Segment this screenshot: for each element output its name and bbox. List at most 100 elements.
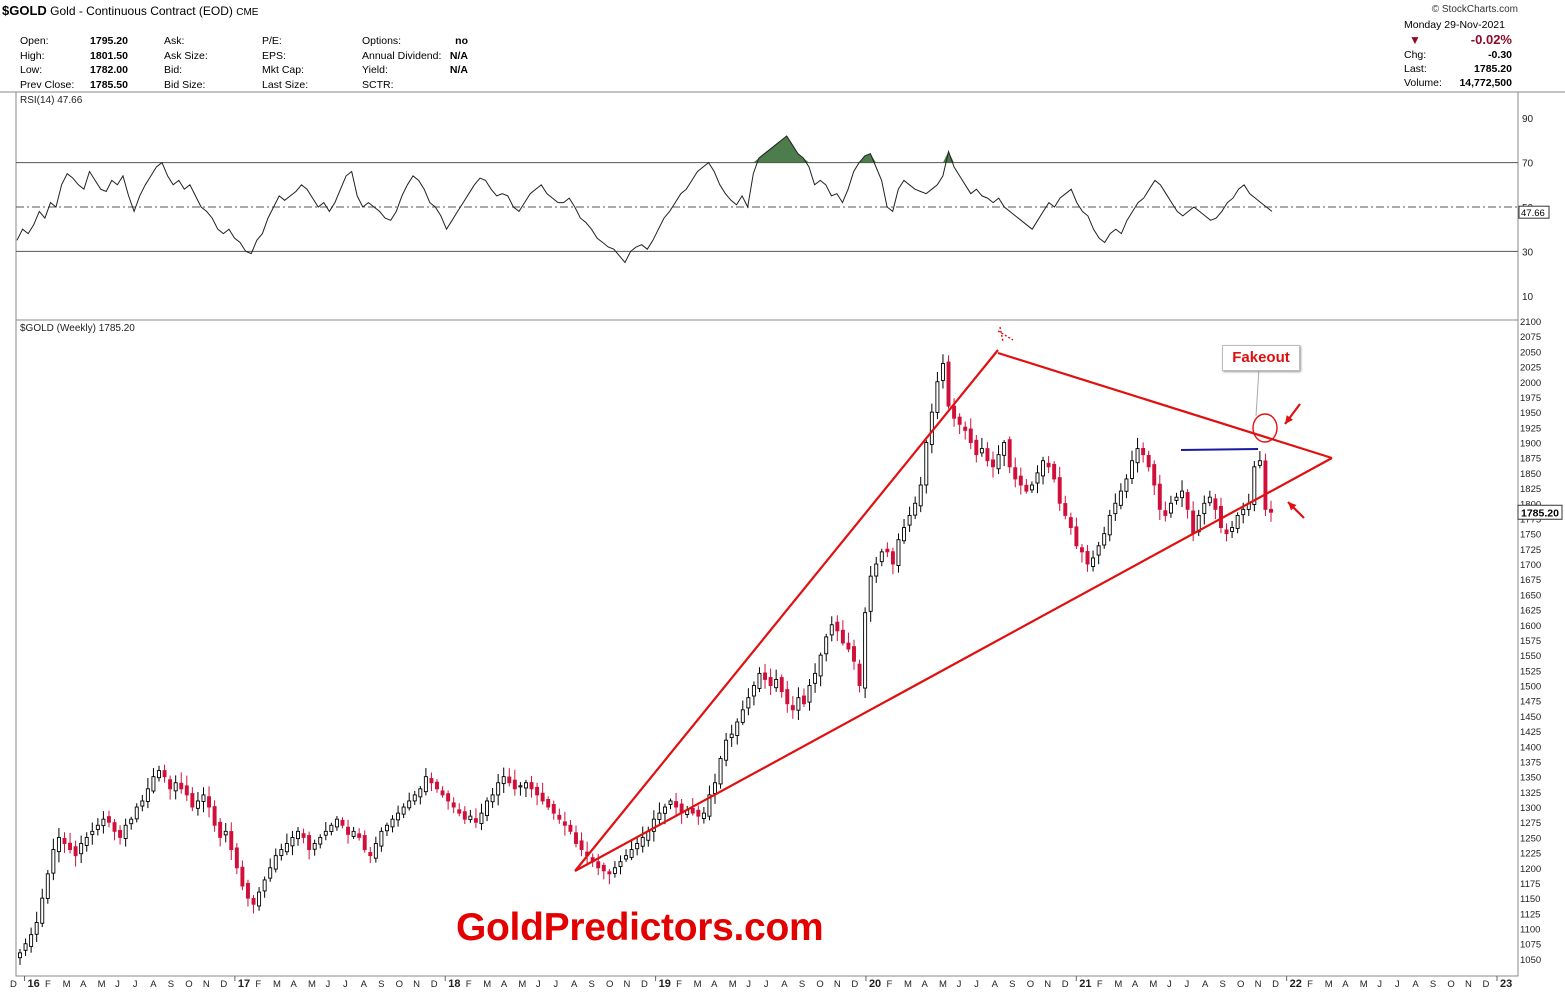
candle-body [1002, 442, 1007, 456]
candle-body [562, 821, 567, 826]
x-axis-label: A [150, 979, 157, 990]
candle-body [485, 800, 490, 817]
candle-body [201, 794, 206, 802]
price-last-value: 1785.20 [1521, 507, 1559, 519]
symbol: $GOLD [2, 3, 47, 18]
quote-value: 1785.50 [90, 78, 128, 91]
candle-body [84, 836, 89, 846]
candle-body [384, 824, 389, 832]
candle-body [106, 816, 111, 823]
candle-body [746, 697, 751, 709]
x-axis-label: J [536, 979, 541, 990]
x-axis-label: M [98, 979, 106, 990]
candle-body [1168, 502, 1173, 514]
price-tick-label: 1650 [1520, 590, 1541, 601]
candle-body [1146, 454, 1151, 468]
price-tick-label: 1250 [1520, 833, 1541, 844]
candle-body [229, 831, 234, 851]
x-axis-label: F [45, 979, 51, 990]
x-axis-label: 18 [448, 978, 460, 990]
x-axis-label: O [1237, 979, 1244, 990]
x-axis-label: S [588, 979, 594, 990]
x-axis-label: 16 [28, 978, 40, 990]
rsi-label: RSI(14) 47.66 [20, 95, 83, 106]
price-tick-label: 1100 [1520, 925, 1540, 936]
x-axis-label: 20 [869, 978, 881, 990]
candle-body [179, 782, 184, 790]
price-tick-label: 2025 [1520, 363, 1541, 374]
candle-body [629, 849, 634, 858]
x-axis-label: D [431, 979, 438, 990]
candle-body [56, 836, 61, 853]
candle-body [184, 785, 189, 796]
x-axis-label: A [80, 979, 87, 990]
candle-body [501, 776, 506, 785]
candle-body [23, 943, 28, 951]
candle-body [607, 871, 612, 875]
x-axis-label: J [115, 979, 120, 990]
price-tick-label: 1575 [1520, 636, 1541, 647]
candle-body [551, 803, 556, 814]
quote-label: Yield: [362, 64, 388, 76]
x-axis-label: F [676, 979, 682, 990]
candle-body [157, 770, 161, 779]
candle-body [1152, 464, 1157, 486]
candle-body [1085, 551, 1090, 565]
candle-body [212, 806, 217, 826]
candle-body [790, 705, 795, 711]
candle-body [423, 776, 428, 793]
candle-body [279, 849, 284, 857]
candle-body [735, 721, 740, 736]
price-tick-label: 1600 [1520, 621, 1541, 632]
candle-body [768, 677, 773, 686]
price-tick-label: 1150 [1520, 894, 1540, 905]
candle-body [73, 846, 78, 857]
x-axis-label: D [1062, 979, 1069, 990]
candle-body [1257, 460, 1262, 466]
x-axis-label: D [10, 979, 17, 990]
x-axis-label: F [466, 979, 472, 990]
candle-body [1096, 545, 1101, 556]
candle-body [490, 794, 495, 803]
x-axis-label: J [326, 979, 331, 990]
x-axis-label: D [1272, 979, 1279, 990]
rsi-tick-label: 90 [1522, 114, 1534, 125]
candle-body [168, 779, 173, 790]
candle-body [245, 882, 250, 899]
rsi-overbought-fill [753, 135, 810, 163]
candle-body [446, 793, 451, 802]
x-axis-label: A [992, 979, 999, 990]
candle-body [301, 833, 306, 838]
candle-body [662, 806, 667, 814]
candle-body [379, 830, 384, 847]
quote-label: Annual Dividend: [362, 49, 442, 62]
candle-body [929, 411, 934, 445]
candle-body [696, 809, 701, 817]
candle-body [963, 426, 968, 431]
x-axis-label: J [1184, 979, 1189, 990]
quote-col4-row: Annual Dividend: N/A [362, 50, 468, 62]
candle-body [134, 806, 139, 820]
quote-label: Options: [362, 35, 402, 47]
candle-body [207, 796, 212, 808]
candle-body [674, 801, 679, 808]
candle-body [529, 782, 534, 790]
x-axis-label: J [1395, 979, 1400, 990]
candle-body [1035, 472, 1040, 484]
candle-body [62, 838, 67, 844]
candle-body [18, 952, 22, 959]
candle-body [729, 733, 734, 739]
candle-body [624, 855, 629, 860]
fakeout-callout: Fakeout [1222, 345, 1300, 371]
x-axis-label: M [729, 979, 737, 990]
x-axis-label: O [396, 979, 403, 990]
candle-body [846, 642, 851, 650]
candle-body [284, 843, 289, 853]
candle-body [312, 843, 317, 850]
x-axis-label: D [851, 979, 858, 990]
candle-body [913, 502, 918, 516]
candle-body [457, 809, 462, 814]
candle-body [251, 898, 256, 905]
candle-body [852, 646, 856, 662]
